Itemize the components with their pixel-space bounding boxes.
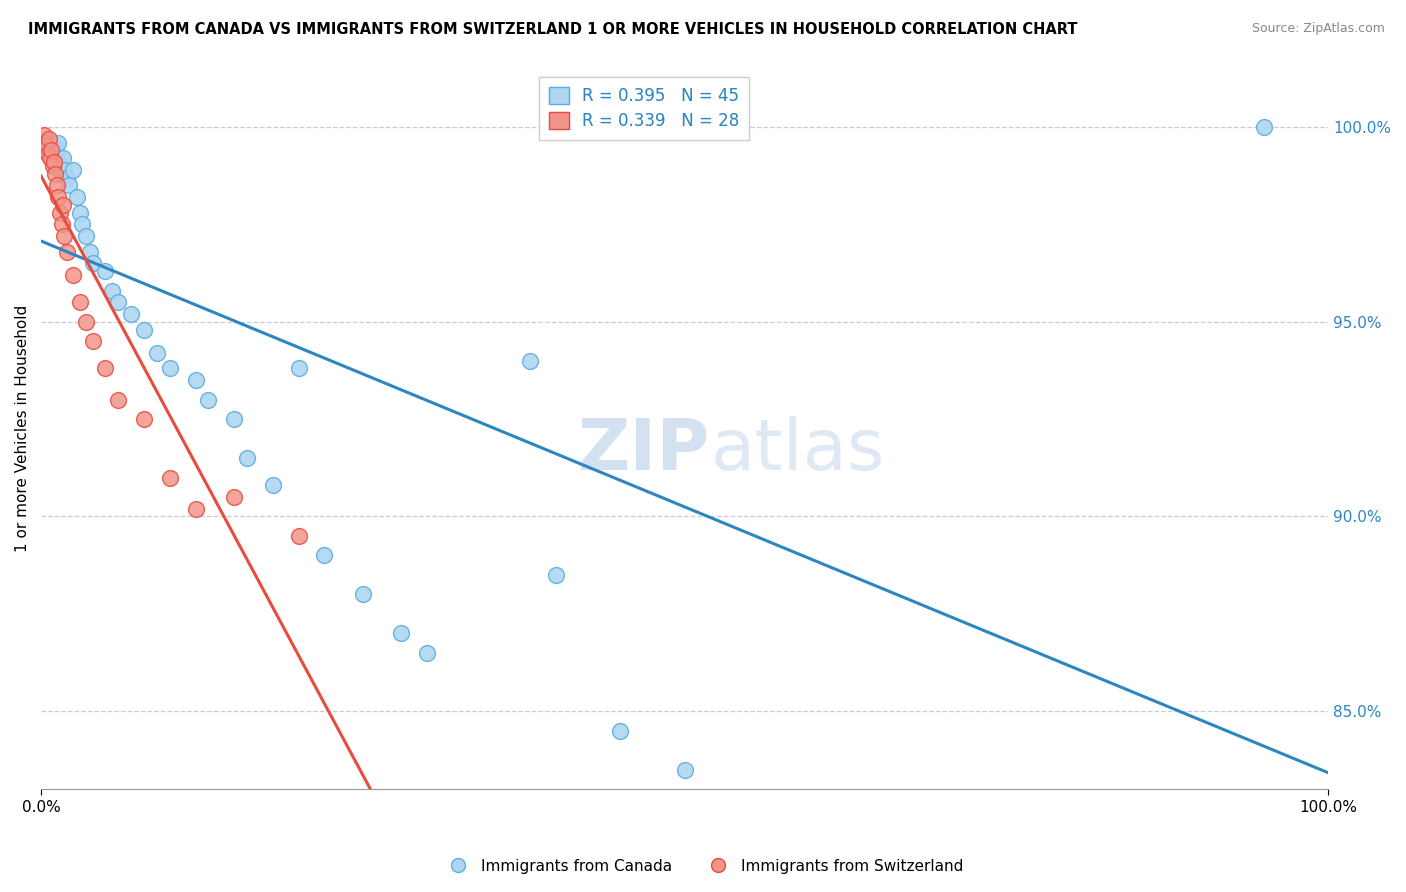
Point	[58, 178, 80, 193]
Point	[132, 322, 155, 336]
Point	[46, 190, 69, 204]
Point	[37, 139, 59, 153]
Point	[37, 147, 59, 161]
Point	[35, 139, 58, 153]
Point	[236, 451, 259, 466]
Point	[519, 353, 541, 368]
Point	[94, 264, 117, 278]
Point	[391, 626, 413, 640]
Point	[53, 229, 76, 244]
Point	[62, 268, 84, 282]
Point	[45, 147, 67, 161]
Text: IMMIGRANTS FROM CANADA VS IMMIGRANTS FROM SWITZERLAND 1 OR MORE VEHICLES IN HOUS: IMMIGRANTS FROM CANADA VS IMMIGRANTS FRO…	[28, 22, 1077, 37]
Point	[56, 244, 79, 259]
Point	[42, 139, 65, 153]
Point	[34, 136, 56, 150]
Point	[49, 205, 72, 219]
Point	[609, 723, 631, 738]
Point	[94, 361, 117, 376]
Point	[44, 167, 66, 181]
Point	[41, 136, 63, 150]
Point	[72, 217, 94, 231]
Point	[56, 170, 79, 185]
Point	[159, 470, 181, 484]
Point	[224, 490, 246, 504]
Legend: Immigrants from Canada, Immigrants from Switzerland: Immigrants from Canada, Immigrants from …	[437, 853, 969, 880]
Point	[66, 190, 89, 204]
Point	[107, 295, 129, 310]
Point	[32, 128, 55, 142]
Point	[45, 178, 67, 193]
Text: atlas: atlas	[710, 416, 884, 485]
Point	[39, 151, 62, 165]
Point	[62, 162, 84, 177]
Point	[673, 763, 696, 777]
Point	[416, 646, 439, 660]
Point	[41, 144, 63, 158]
Point	[120, 307, 142, 321]
Point	[146, 346, 169, 360]
Point	[75, 229, 97, 244]
Point	[107, 392, 129, 407]
Point	[184, 373, 207, 387]
Point	[314, 549, 336, 563]
Point	[41, 144, 63, 158]
Point	[75, 315, 97, 329]
Point	[287, 361, 309, 376]
Point	[52, 151, 75, 165]
Point	[51, 217, 73, 231]
Point	[53, 162, 76, 177]
Point	[287, 529, 309, 543]
Point	[101, 284, 124, 298]
Point	[197, 392, 219, 407]
Point	[44, 144, 66, 158]
Point	[82, 334, 104, 348]
Point	[51, 167, 73, 181]
Legend: R = 0.395   N = 45, R = 0.339   N = 28: R = 0.395 N = 45, R = 0.339 N = 28	[538, 77, 749, 140]
Point	[352, 587, 374, 601]
Text: ZIP: ZIP	[578, 416, 710, 485]
Point	[39, 147, 62, 161]
Point	[82, 256, 104, 270]
Point	[79, 244, 101, 259]
Point	[132, 412, 155, 426]
Point	[42, 151, 65, 165]
Point	[46, 136, 69, 150]
Point	[262, 478, 284, 492]
Point	[69, 205, 91, 219]
Point	[42, 155, 65, 169]
Point	[41, 159, 63, 173]
Point	[38, 131, 60, 145]
Point	[49, 159, 72, 173]
Point	[48, 155, 70, 169]
Point	[52, 198, 75, 212]
Point	[159, 361, 181, 376]
Point	[69, 295, 91, 310]
Point	[544, 568, 567, 582]
Point	[224, 412, 246, 426]
Y-axis label: 1 or more Vehicles in Household: 1 or more Vehicles in Household	[15, 305, 30, 552]
Text: Source: ZipAtlas.com: Source: ZipAtlas.com	[1251, 22, 1385, 36]
Point	[1253, 120, 1275, 134]
Point	[184, 501, 207, 516]
